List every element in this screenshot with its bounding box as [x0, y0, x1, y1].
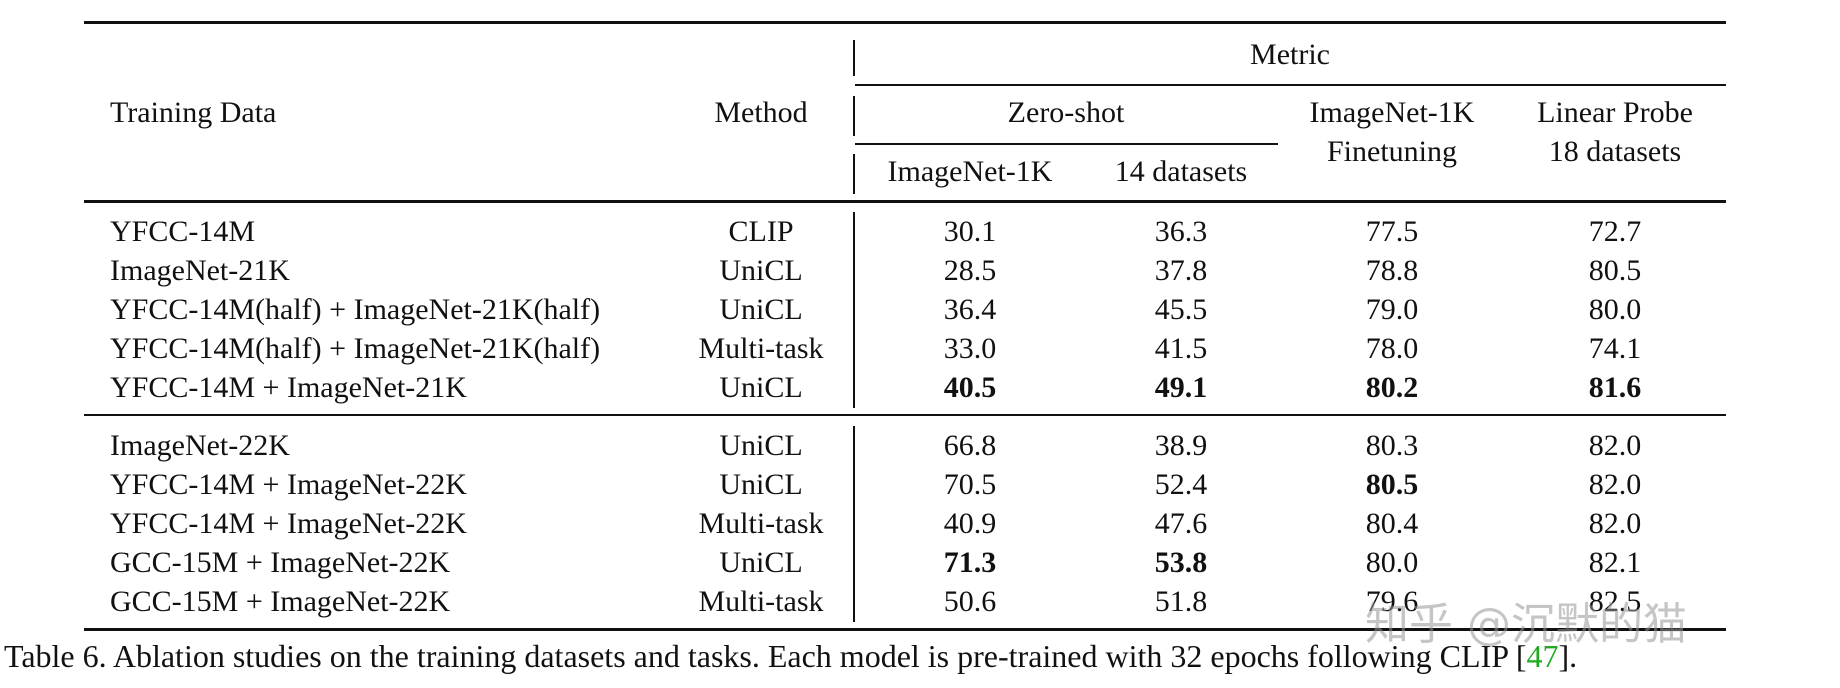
- cell-method: Multi-task: [698, 507, 824, 540]
- caption-text: Table 6. Ablation studies on the trainin…: [4, 638, 1527, 674]
- cell-ft: 80.5: [1365, 468, 1419, 501]
- cell-data: GCC-15M + ImageNet-22K: [110, 585, 451, 618]
- cell-method: Multi-task: [698, 332, 824, 365]
- cell-data: ImageNet-22K: [110, 429, 290, 462]
- cell-method: UniCL: [719, 254, 803, 287]
- cell-data: YFCC-14M + ImageNet-21K: [110, 371, 467, 404]
- cell-data: YFCC-14M + ImageNet-22K: [110, 468, 467, 501]
- cell-zs-in: 33.0: [943, 332, 997, 365]
- cell-zs-14: 49.1: [1154, 371, 1208, 404]
- cell-lp: 80.0: [1588, 293, 1642, 326]
- cell-method: UniCL: [719, 429, 803, 462]
- cell-zs-14: 45.5: [1154, 293, 1208, 326]
- cell-ft: 80.2: [1365, 371, 1419, 404]
- cell-data: YFCC-14M: [110, 215, 256, 248]
- cell-lp: 82.1: [1588, 546, 1642, 579]
- metric-underline: [855, 84, 1726, 86]
- cell-data: YFCC-14M(half) + ImageNet-21K(half): [110, 293, 601, 326]
- cell-zs-14: 37.8: [1154, 254, 1208, 287]
- caption-tail: ].: [1558, 638, 1578, 674]
- bottom-rule: [84, 628, 1726, 631]
- cell-ft: 80.3: [1365, 429, 1419, 462]
- cell-lp: 82.0: [1588, 468, 1642, 501]
- table-caption: Table 6. Ablation studies on the trainin…: [4, 636, 1577, 676]
- cell-method: Multi-task: [698, 585, 824, 618]
- cell-lp: 74.1: [1588, 332, 1642, 365]
- cell-method: CLIP: [728, 215, 794, 248]
- header-zs-imagenet: ImageNet-1K: [887, 155, 1053, 188]
- cell-data: YFCC-14M(half) + ImageNet-21K(half): [110, 332, 601, 365]
- cell-lp: 82.5: [1588, 585, 1642, 618]
- cell-ft: 78.8: [1365, 254, 1419, 287]
- cell-zs-in: 30.1: [943, 215, 997, 248]
- header-vline-2: [853, 96, 855, 136]
- cell-zs-14: 47.6: [1154, 507, 1208, 540]
- cell-lp: 72.7: [1588, 215, 1642, 248]
- cell-ft: 77.5: [1365, 215, 1419, 248]
- cell-ft: 79.0: [1365, 293, 1419, 326]
- cell-ft: 79.6: [1365, 585, 1419, 618]
- cell-zs-in: 36.4: [943, 293, 997, 326]
- top-rule: [84, 21, 1726, 24]
- cell-ft: 80.0: [1365, 546, 1419, 579]
- cell-zs-in: 70.5: [943, 468, 997, 501]
- cell-ft: 80.4: [1365, 507, 1419, 540]
- header-vline-1: [853, 40, 855, 76]
- cell-zs-14: 51.8: [1154, 585, 1208, 618]
- header-bottom-rule: [84, 200, 1726, 203]
- cell-zs-in: 40.9: [943, 507, 997, 540]
- cell-lp: 81.6: [1588, 371, 1642, 404]
- cell-zs-in: 50.6: [943, 585, 997, 618]
- cell-data: GCC-15M + ImageNet-22K: [110, 546, 451, 579]
- header-zero-shot: Zero-shot: [1007, 96, 1125, 129]
- cell-zs-in: 71.3: [943, 546, 997, 579]
- header-ft-line2: Finetuning: [1326, 135, 1458, 168]
- cell-zs-14: 52.4: [1154, 468, 1208, 501]
- cell-ft: 78.0: [1365, 332, 1419, 365]
- cell-zs-in: 66.8: [943, 429, 997, 462]
- cell-zs-14: 36.3: [1154, 215, 1208, 248]
- cell-lp: 80.5: [1588, 254, 1642, 287]
- watermark: 知乎 @沉默的猫: [1365, 599, 1687, 650]
- header-vline-3: [853, 154, 855, 194]
- cell-data: YFCC-14M + ImageNet-22K: [110, 507, 467, 540]
- header-metric: Metric: [1250, 38, 1330, 71]
- body-vline-2: [853, 426, 855, 622]
- header-training-data: Training Data: [110, 96, 277, 129]
- cell-zs-14: 41.5: [1154, 332, 1208, 365]
- cell-method: UniCL: [719, 293, 803, 326]
- cell-method: UniCL: [719, 468, 803, 501]
- header-method: Method: [714, 96, 808, 129]
- cell-zs-in: 28.5: [943, 254, 997, 287]
- cell-zs-in: 40.5: [943, 371, 997, 404]
- cell-method: UniCL: [719, 371, 803, 404]
- header-ft-line1: ImageNet-1K: [1309, 96, 1475, 129]
- cell-lp: 82.0: [1588, 507, 1642, 540]
- header-lp-line1: Linear Probe: [1537, 96, 1693, 129]
- body-vline-1: [853, 212, 855, 408]
- zero-shot-underline: [855, 143, 1278, 145]
- cell-zs-14: 38.9: [1154, 429, 1208, 462]
- header-lp-line2: 18 datasets: [1548, 135, 1682, 168]
- header-zs-14: 14 datasets: [1114, 155, 1248, 188]
- group-separator-rule: [84, 414, 1726, 416]
- caption-citation-link[interactable]: 47: [1526, 638, 1559, 674]
- cell-lp: 82.0: [1588, 429, 1642, 462]
- cell-zs-14: 53.8: [1154, 546, 1208, 579]
- cell-data: ImageNet-21K: [110, 254, 290, 287]
- cell-method: UniCL: [719, 546, 803, 579]
